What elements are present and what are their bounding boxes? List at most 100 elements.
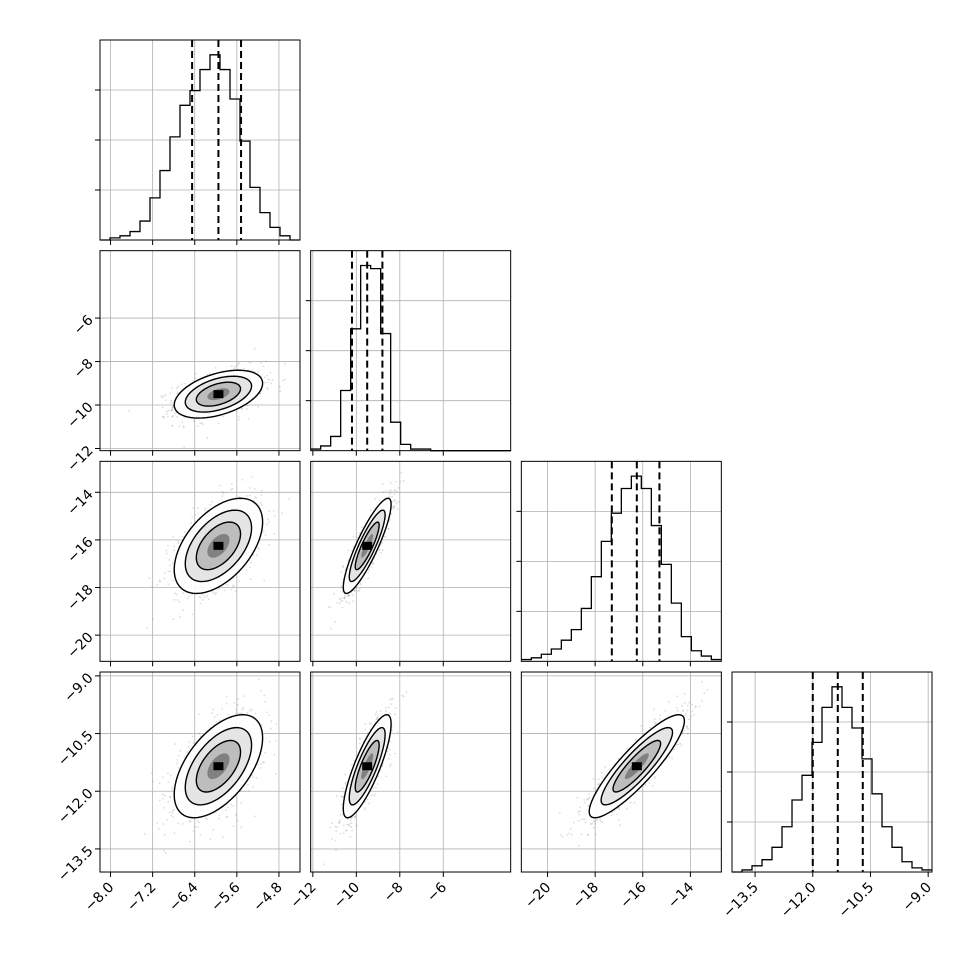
scatter-point xyxy=(388,492,391,495)
scatter-point xyxy=(268,379,271,381)
scatter-point xyxy=(561,835,564,838)
contour-1-0-1 xyxy=(184,375,253,413)
scatter-point xyxy=(387,706,390,709)
scatter-point xyxy=(367,571,370,574)
scatter-point xyxy=(271,378,274,381)
scatter-point xyxy=(288,497,291,500)
scatter-point xyxy=(184,382,187,385)
scatter-point xyxy=(173,832,176,835)
scatter-point xyxy=(230,488,233,491)
scatter-point xyxy=(169,392,172,395)
scatter-point xyxy=(334,839,337,842)
scatter-point xyxy=(591,822,594,825)
scatter-point xyxy=(395,707,397,709)
scatter-point xyxy=(177,542,180,544)
scatter-point xyxy=(245,408,248,410)
scatter-point xyxy=(654,722,657,725)
scatter-point xyxy=(181,535,184,538)
scatter-point xyxy=(676,709,679,712)
scatter-point xyxy=(177,540,179,543)
scatter-point xyxy=(249,710,252,713)
scatter-point xyxy=(667,701,670,703)
scatter-point xyxy=(189,820,192,823)
scatter-point xyxy=(267,518,270,521)
scatter-point xyxy=(363,808,366,811)
scatter-point xyxy=(167,772,169,775)
scatter-point xyxy=(143,832,146,835)
scatter-point xyxy=(255,554,258,557)
scatter-point xyxy=(237,419,240,421)
scatter-point xyxy=(177,755,180,757)
scatter-point xyxy=(197,821,200,824)
scatter-point xyxy=(192,507,194,510)
scatter-point xyxy=(221,707,224,710)
scatter-point xyxy=(261,504,263,506)
scatter-point xyxy=(184,530,186,533)
scatter-point xyxy=(396,731,399,734)
scatter-point xyxy=(268,521,271,523)
scatter-point xyxy=(373,793,376,795)
scatter-point xyxy=(252,499,255,502)
scatter-point xyxy=(194,373,197,375)
scatter-point xyxy=(690,715,693,718)
scatter-point xyxy=(391,697,394,700)
histogram-panel-2 xyxy=(516,460,722,662)
scatter-point xyxy=(350,821,353,824)
scatter-point xyxy=(161,416,164,418)
scatter-point xyxy=(387,712,390,715)
scatter-point xyxy=(205,817,207,820)
scatter-point xyxy=(352,600,354,603)
scatter-point xyxy=(342,795,344,798)
scatter-point xyxy=(395,490,398,493)
scatter-point xyxy=(176,762,179,765)
scatter-point xyxy=(340,571,343,574)
scatter-point xyxy=(163,834,166,836)
histogram-0-frame xyxy=(99,39,301,241)
scatter-point xyxy=(187,597,189,600)
scatter-point xyxy=(257,371,260,373)
scatter-point xyxy=(257,405,260,408)
scatter-point xyxy=(197,713,200,716)
scatter-point xyxy=(254,712,257,715)
histogram-panel-1 xyxy=(305,250,512,452)
scatter-point xyxy=(211,500,214,503)
scatter-point xyxy=(152,618,154,621)
scatter-point xyxy=(268,510,271,513)
scatter-point xyxy=(391,495,394,498)
scatter-point xyxy=(283,378,286,381)
scatter-point xyxy=(260,762,263,765)
scatter-point xyxy=(225,702,228,705)
scatter-point xyxy=(336,601,338,604)
scatter-point xyxy=(266,374,269,377)
scatter-point xyxy=(273,753,276,756)
scatter-point xyxy=(367,802,370,805)
scatter-point xyxy=(278,386,281,388)
scatter-point xyxy=(327,605,330,608)
scatter-point xyxy=(368,569,370,572)
scatter-point xyxy=(264,751,267,754)
scatter-point xyxy=(161,406,164,409)
scatter-point xyxy=(269,371,272,374)
scatter-point xyxy=(170,409,173,412)
scatter-point xyxy=(260,724,263,726)
scatter-point xyxy=(169,795,171,798)
scatter-point xyxy=(190,521,193,524)
scatter-point xyxy=(393,505,395,508)
scatter-point xyxy=(610,814,613,817)
scatter-point xyxy=(266,523,269,526)
scatter-point xyxy=(654,718,656,721)
scatter-point xyxy=(204,509,206,512)
scatter-point xyxy=(376,717,379,720)
histogram-2-frame xyxy=(520,460,722,662)
scatter-point xyxy=(259,392,262,395)
scatter-point xyxy=(179,750,182,752)
scatter-point xyxy=(171,562,174,565)
scatter-point xyxy=(265,360,268,363)
scatter-point xyxy=(169,564,171,567)
scatter-point xyxy=(343,597,346,600)
scatter-point xyxy=(680,744,683,747)
scatter-point xyxy=(335,849,337,852)
scatter-point xyxy=(342,566,344,569)
scatter-point xyxy=(350,819,352,822)
contour-3-1-0 xyxy=(342,714,392,819)
